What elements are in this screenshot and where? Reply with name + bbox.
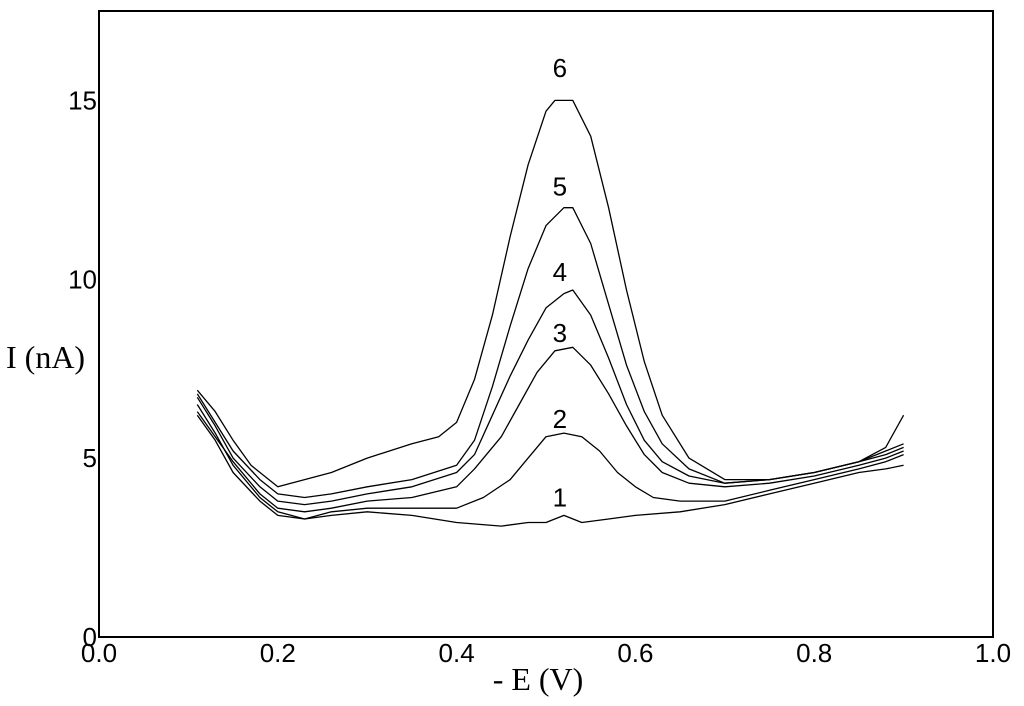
y-tick-label: 0 [83, 622, 97, 652]
series-line-6 [196, 99, 905, 488]
series-label-2: 2 [553, 404, 567, 434]
y-tick-label: 15 [68, 85, 97, 115]
x-tick-label: 0.6 [617, 638, 653, 668]
series-label-4: 4 [553, 257, 567, 287]
x-tick-label: 0.2 [260, 638, 296, 668]
series-line-4 [196, 289, 904, 506]
series-line-1 [196, 414, 904, 527]
y-tick-label: 5 [83, 443, 97, 473]
x-axis: 0.0 0.2 0.4 0.6 0.8 1.0 [81, 638, 1011, 668]
x-tick-label: 0.8 [796, 638, 832, 668]
x-tick-label: 1.0 [975, 638, 1011, 668]
series-line-2 [196, 404, 904, 520]
x-tick-label: 0.0 [81, 638, 117, 668]
series-label-3: 3 [553, 318, 567, 348]
x-tick-label: 0.4 [439, 638, 475, 668]
series-label-5: 5 [553, 171, 567, 201]
series-line-3 [196, 346, 904, 513]
series-group: 1 2 3 4 5 6 [196, 53, 905, 527]
y-axis: 0 5 10 15 [68, 85, 97, 652]
series-label-6: 6 [553, 53, 567, 83]
series-line-5 [196, 207, 904, 499]
series-label-1: 1 [553, 482, 567, 512]
y-tick-label: 10 [68, 264, 97, 294]
plot-frame [98, 10, 994, 638]
x-axis-title: - E (V) [493, 661, 584, 697]
y-axis-title: I (nA) [6, 339, 85, 375]
